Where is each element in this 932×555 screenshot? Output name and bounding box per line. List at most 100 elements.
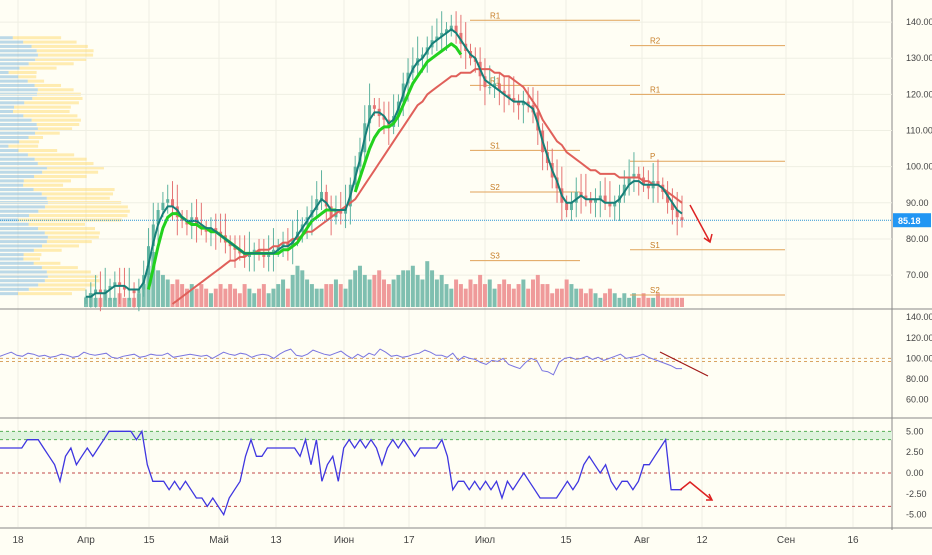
x-tick-label: 13: [270, 535, 282, 546]
profile-bar-yellow: [36, 49, 94, 53]
candle-body: [589, 199, 593, 203]
profile-bar-yellow: [23, 179, 71, 183]
volume-bar: [622, 293, 627, 307]
profile-bar-blue: [0, 157, 35, 161]
profile-bar-yellow: [46, 166, 104, 170]
volume-bar: [458, 284, 463, 307]
volume-bar: [449, 288, 454, 307]
volume-bar: [502, 279, 507, 307]
volume-bar: [631, 293, 636, 307]
profile-bar-yellow: [44, 205, 128, 209]
profile-bar-blue: [0, 109, 14, 113]
profile-bar-yellow: [28, 287, 86, 291]
volume-bar: [199, 284, 204, 307]
volume-bar: [386, 284, 391, 307]
profile-bar-blue: [0, 118, 32, 122]
candle-body: [276, 246, 280, 250]
volume-bar: [261, 284, 266, 307]
profile-bar-blue: [0, 279, 45, 283]
volume-bar: [252, 293, 257, 307]
candle-body: [132, 289, 136, 294]
profile-bar-yellow: [31, 44, 88, 48]
profile-bar-blue: [0, 183, 24, 187]
profile-bar-blue: [0, 105, 15, 109]
volume-bar: [651, 297, 656, 307]
volume-bar: [521, 279, 526, 307]
candle-body: [118, 282, 122, 286]
volume-bar: [237, 293, 242, 307]
osc-tick-label: 0.00: [906, 468, 924, 478]
rsi-trend-line: [659, 351, 709, 377]
profile-bar-blue: [0, 218, 19, 222]
volume-bar: [564, 279, 569, 307]
volume-bar: [641, 293, 646, 307]
volume-bar: [420, 279, 425, 307]
profile-bar-blue: [0, 49, 37, 53]
forecast-arrow-head: [703, 233, 713, 244]
volume-bar: [348, 279, 353, 307]
volume-bar: [612, 293, 617, 307]
volume-bar: [338, 284, 343, 307]
profile-bar-blue: [0, 248, 34, 252]
osc-tick-label: -2.50: [906, 489, 927, 499]
ma-slow-line: [171, 68, 683, 305]
last-price-badge: [893, 213, 931, 228]
candle-body: [103, 289, 107, 294]
candle-body: [435, 36, 439, 41]
profile-bar-blue: [0, 253, 24, 257]
profile-bar-yellow: [23, 253, 42, 257]
profile-bar-yellow: [34, 175, 87, 179]
candle-body: [449, 25, 453, 30]
profile-bar-blue: [0, 292, 18, 296]
osc-tick-label: 2.50: [906, 447, 924, 457]
candle-body: [444, 29, 448, 33]
candle-body: [646, 184, 650, 189]
pivot-label: S1: [650, 241, 660, 250]
profile-bar-yellow: [47, 235, 99, 239]
candle-body: [368, 105, 372, 124]
volume-bar: [482, 284, 487, 307]
volume-bar: [603, 293, 608, 307]
x-tick-label: Авг: [634, 535, 650, 546]
candle-body: [627, 177, 631, 185]
volume-bar: [218, 284, 223, 307]
volume-bar: [170, 284, 175, 307]
volume-bar: [353, 270, 358, 307]
volume-bar: [319, 288, 324, 307]
candle-body: [497, 83, 501, 91]
profile-bar-blue: [0, 209, 39, 213]
candle-body: [286, 242, 290, 247]
rsi-tick-label: 100.00: [906, 353, 932, 363]
volume-bar: [156, 270, 161, 307]
volume-bar: [607, 288, 612, 307]
volume-bar: [636, 297, 641, 307]
candle-body: [613, 202, 617, 207]
rsi-tick-label: 140.00: [906, 312, 932, 322]
volume-bar: [194, 288, 199, 307]
candle-body: [603, 195, 607, 203]
profile-bar-yellow: [35, 131, 60, 135]
volume-bar: [434, 279, 439, 307]
profile-bar-yellow: [23, 257, 40, 261]
candle-body: [483, 76, 487, 88]
profile-bar-blue: [0, 170, 43, 174]
x-tick-label: 15: [143, 535, 155, 546]
volume-bar: [675, 297, 680, 307]
volume-bar: [290, 274, 295, 307]
osc-overbought-band: [0, 431, 892, 440]
volume-bar: [430, 270, 435, 307]
volume-bar: [228, 284, 233, 307]
profile-bar-blue: [0, 79, 28, 83]
profile-bar-blue: [0, 192, 42, 196]
profile-bar-blue: [0, 175, 35, 179]
volume-bar: [410, 265, 415, 307]
profile-bar-yellow: [42, 170, 99, 174]
profile-bar-blue: [0, 227, 39, 231]
volume-bar: [175, 279, 180, 307]
volume-bar: [329, 284, 334, 307]
osc-tick-label: -5.00: [906, 510, 927, 520]
volume-bar: [588, 288, 593, 307]
profile-bar-blue: [0, 257, 24, 261]
